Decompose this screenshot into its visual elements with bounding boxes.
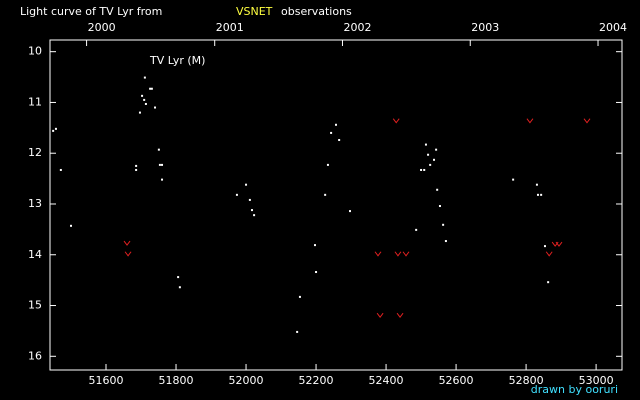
- upper-limit-mark: [545, 251, 553, 257]
- plot-frame: [49, 39, 623, 371]
- y-tick-label: 15: [28, 299, 42, 312]
- observation-point: [135, 168, 138, 171]
- observation-point: [54, 127, 57, 130]
- observation-point: [543, 245, 546, 248]
- observation-point: [245, 183, 248, 186]
- observation-point: [444, 240, 447, 243]
- credit: drawn by ooruri: [531, 383, 618, 396]
- observation-point: [154, 106, 157, 109]
- observation-point: [330, 131, 333, 134]
- observation-point: [177, 276, 180, 279]
- observation-point: [143, 76, 146, 79]
- x2-tick-label: 2000: [88, 21, 116, 34]
- x2-tick-label: 2003: [471, 21, 499, 34]
- observation-point: [424, 143, 427, 146]
- observation-point: [161, 163, 164, 166]
- observation-point: [138, 111, 141, 114]
- upper-limit-mark: [583, 118, 591, 124]
- x2-tick-label: 2001: [216, 21, 244, 34]
- observation-point: [315, 271, 318, 274]
- observation-point: [158, 163, 161, 166]
- observation-point: [161, 178, 164, 181]
- title-source: VSNET: [236, 5, 273, 18]
- observation-point: [349, 210, 352, 213]
- y-tick-label: 13: [28, 197, 42, 210]
- observation-point: [423, 168, 426, 171]
- observation-point: [70, 224, 73, 227]
- y-tick-label: 11: [28, 95, 42, 108]
- upper-limit-mark: [402, 251, 410, 257]
- upper-limit-mark: [555, 241, 563, 247]
- observation-point: [144, 102, 147, 105]
- upper-limit-mark: [392, 118, 400, 124]
- upper-limit-mark: [526, 118, 534, 124]
- upper-limit-mark: [394, 251, 402, 257]
- y-tick-label: 16: [28, 349, 42, 362]
- observation-point: [442, 223, 445, 226]
- observation-point: [157, 148, 160, 151]
- x-tick-label: 53000: [579, 374, 614, 387]
- title-suffix: observations: [281, 5, 352, 18]
- x-tick-label: 52000: [229, 374, 264, 387]
- upper-limit-mark: [123, 240, 131, 246]
- y-tick-label: 14: [28, 248, 42, 261]
- observation-point: [438, 205, 441, 208]
- observation-point: [435, 148, 438, 151]
- observation-point: [335, 123, 337, 126]
- observation-point: [313, 244, 316, 247]
- observation-point: [436, 188, 439, 191]
- observation-point: [429, 163, 432, 166]
- upper-limit-mark: [374, 251, 382, 257]
- observation-point: [296, 330, 299, 333]
- observation-point: [326, 163, 329, 166]
- x2-tick-label: 2004: [599, 21, 627, 34]
- observation-point: [59, 168, 62, 171]
- observation-point: [235, 193, 238, 196]
- chart-title: Light curve of TV Lyr from: [20, 5, 162, 18]
- observation-point: [540, 193, 543, 196]
- observation-point: [52, 129, 55, 132]
- observation-point: [178, 286, 181, 289]
- observation-point: [547, 281, 550, 284]
- upper-limit-mark: [376, 312, 384, 319]
- observation-point: [248, 198, 251, 201]
- x-tick-label: 52600: [439, 374, 474, 387]
- x-tick-label: 52200: [299, 374, 334, 387]
- y-tick-label: 12: [28, 146, 42, 159]
- observation-point: [535, 183, 538, 186]
- observation-point: [512, 178, 515, 181]
- observation-point: [253, 214, 256, 217]
- observation-point: [324, 193, 327, 196]
- observation-point: [135, 164, 138, 167]
- observation-point: [427, 153, 430, 156]
- observation-point: [420, 168, 423, 171]
- x-tick-label: 51600: [89, 374, 124, 387]
- upper-limit-mark: [396, 312, 404, 319]
- x-tick-label: 52800: [509, 374, 544, 387]
- upper-limit-mark: [124, 251, 132, 257]
- y-tick-label: 10: [28, 45, 42, 58]
- observation-point: [415, 228, 418, 231]
- observation-point: [298, 295, 301, 298]
- x-tick-label: 52400: [369, 374, 404, 387]
- observation-point: [149, 87, 152, 90]
- observation-point: [141, 94, 144, 97]
- observation-point: [536, 193, 539, 196]
- observation-point: [143, 98, 146, 101]
- observation-point: [150, 87, 153, 90]
- star-label: TV Lyr (M): [149, 54, 205, 67]
- observation-point: [433, 158, 436, 161]
- x2-tick-label: 2002: [343, 21, 371, 34]
- observation-point: [250, 209, 253, 212]
- x-tick-label: 51800: [159, 374, 194, 387]
- observation-point: [338, 139, 341, 142]
